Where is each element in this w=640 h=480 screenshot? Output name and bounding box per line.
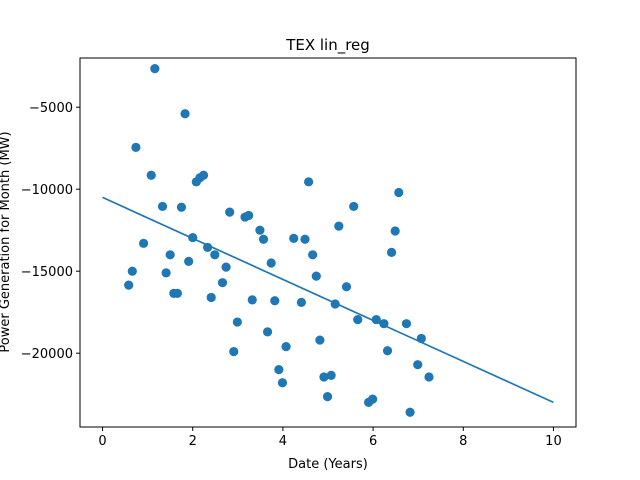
- scatter-point-14: [184, 256, 194, 266]
- scatter-point-50: [341, 282, 352, 292]
- scatter-point-51: [349, 201, 359, 212]
- x-axis: 0 2 4 6 8 10: [98, 427, 562, 449]
- axes-frame: [79, 57, 577, 428]
- scatter-point-34: [270, 296, 280, 306]
- scatter-point-1: [124, 280, 134, 290]
- x-tick-label: 0: [98, 434, 106, 449]
- scatter-point-6: [150, 64, 160, 74]
- scatter-point-65: [424, 372, 434, 382]
- scatter-point-7: [157, 201, 168, 212]
- scatter-point-41: [304, 177, 314, 187]
- scatter-point-40: [300, 234, 310, 244]
- scatter-point-57: [382, 346, 393, 356]
- scatter-point-11: [172, 288, 182, 298]
- x-axis-title: Date (Years): [288, 457, 368, 472]
- scatter-point-61: [401, 319, 412, 329]
- y-axis: −20000 −15000 −10000 −5000: [21, 101, 80, 362]
- chart-title: TEX lin_reg: [285, 36, 370, 55]
- scatter-point-55: [371, 314, 381, 325]
- scatter-point-36: [277, 378, 288, 388]
- scatter-point-42: [308, 250, 318, 260]
- scatter-point-28: [244, 210, 254, 221]
- scatter-point-60: [394, 187, 404, 198]
- y-axis-title: Power Generation for Month (MW): [0, 131, 13, 352]
- x-tick-label: 2: [189, 434, 197, 449]
- scatter-point-31: [258, 234, 269, 244]
- scatter-point-54: [368, 394, 378, 404]
- scatter-point-43: [311, 271, 321, 281]
- x-tick-label: 6: [369, 434, 377, 449]
- scatter-point-21: [210, 250, 220, 260]
- scatter-point-52: [353, 314, 363, 325]
- scatter-point-45: [319, 372, 329, 382]
- scatter-point-19: [203, 242, 213, 253]
- scatter-point-5: [146, 170, 156, 180]
- scatter-point-13: [180, 109, 190, 119]
- scatter-point-59: [390, 226, 400, 236]
- y-tick-label: −20000: [21, 347, 73, 362]
- scatter-point-25: [229, 346, 239, 357]
- plot-area: [102, 64, 554, 417]
- scatter-point-37: [281, 342, 291, 352]
- scatter-point-63: [413, 360, 423, 370]
- scatter-point-3: [131, 142, 141, 152]
- scatter-point-35: [274, 365, 284, 375]
- scatter-point-44: [315, 335, 325, 345]
- scatter-point-29: [247, 295, 257, 305]
- scatter-point-58: [386, 247, 397, 257]
- scatter-point-12: [176, 202, 187, 212]
- scatter-point-4: [138, 238, 149, 248]
- scatter-point-49: [334, 221, 344, 231]
- scatter-point-47: [326, 370, 336, 380]
- scatter-point-30: [255, 225, 265, 235]
- scatter-point-26: [232, 317, 242, 327]
- y-tick-label: −5000: [29, 101, 73, 116]
- scatter-point-32: [262, 327, 273, 337]
- y-tick-label: −15000: [21, 265, 73, 280]
- x-tick-label: 10: [545, 434, 562, 449]
- scatter-point-24: [225, 207, 235, 217]
- scatter-point-18: [198, 170, 209, 180]
- y-tick-label: −10000: [21, 183, 73, 198]
- x-tick-label: 4: [279, 434, 287, 449]
- scatter-point-23: [221, 262, 231, 272]
- scatter-point-38: [289, 233, 299, 243]
- scatter-point-9: [165, 250, 175, 260]
- scatter-point-33: [266, 258, 276, 268]
- x-tick-label: 8: [459, 434, 467, 449]
- scatter-point-22: [217, 278, 228, 288]
- scatter-point-8: [161, 268, 171, 278]
- scatter-point-2: [127, 266, 137, 276]
- scatter-point-20: [206, 292, 216, 303]
- scatter-point-39: [296, 297, 306, 307]
- regression-line: [102, 196, 554, 404]
- scatter-point-62: [405, 407, 415, 417]
- scatter-point-46: [322, 392, 333, 402]
